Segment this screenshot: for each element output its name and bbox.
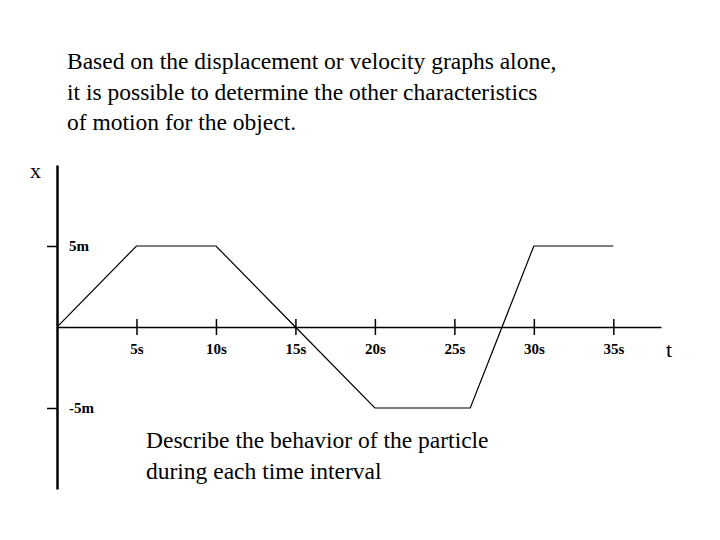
y-axis-line [56, 166, 59, 490]
y-tick: 5m [47, 238, 90, 254]
x-tick: 15s [285, 319, 306, 357]
x-tick-mark [216, 319, 218, 335]
title-line: it is possible to determine the other ch… [67, 79, 538, 105]
title-line: of motion for the object. [67, 109, 296, 135]
x-tick: 5s [130, 319, 144, 357]
annotation: Describe the behavior of the particle dur… [146, 427, 489, 484]
x-tick: 30s [524, 319, 545, 357]
x-axis: 5s 10s 15s 20s 25s 30s 35s [58, 319, 662, 357]
y-tick: -5m [47, 400, 94, 416]
x-tick-label: 5s [130, 341, 144, 357]
x-axis-line [58, 327, 662, 329]
x-tick: 20s [365, 319, 386, 357]
chart: Based on the displacement or velocity gr… [0, 0, 720, 540]
y-axis: 5m -5m [47, 166, 94, 490]
x-tick-mark [613, 319, 615, 335]
y-tick-label: 5m [69, 238, 90, 254]
plot-area [57, 246, 613, 408]
x-tick-label: 15s [285, 341, 306, 357]
x-tick: 25s [444, 319, 465, 357]
x-tick: 10s [206, 319, 227, 357]
x-tick-mark [454, 319, 456, 335]
x-axis-title: t [666, 337, 672, 362]
y-tick-mark [47, 246, 57, 248]
title-line: Based on the displacement or velocity gr… [67, 48, 556, 74]
x-tick-mark [534, 319, 536, 335]
y-axis-title: x [30, 158, 41, 183]
y-tick-mark [47, 408, 57, 410]
displacement-line [57, 246, 613, 408]
x-tick: 35s [603, 319, 624, 357]
x-tick-label: 20s [365, 341, 386, 357]
x-tick-mark [136, 319, 138, 335]
x-tick-label: 35s [603, 341, 624, 357]
annotation-line: during each time interval [146, 458, 382, 484]
title: Based on the displacement or velocity gr… [67, 48, 556, 135]
x-tick-label: 30s [524, 341, 545, 357]
x-tick-label: 25s [444, 341, 465, 357]
x-tick-mark [375, 319, 377, 335]
x-tick-label: 10s [206, 341, 227, 357]
annotation-line: Describe the behavior of the particle [146, 427, 489, 453]
y-tick-label: -5m [69, 400, 94, 416]
